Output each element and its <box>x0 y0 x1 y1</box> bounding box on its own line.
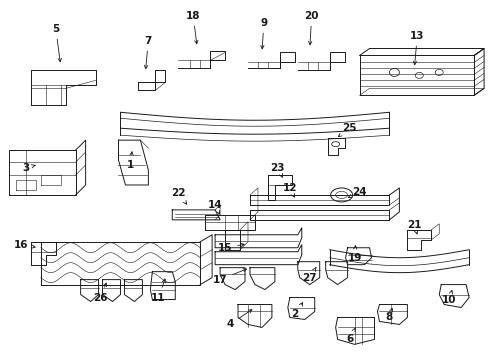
Text: 10: 10 <box>441 291 455 305</box>
Text: 13: 13 <box>409 31 424 65</box>
Text: 25: 25 <box>338 123 356 136</box>
Text: 9: 9 <box>260 18 267 49</box>
Text: 23: 23 <box>270 163 285 177</box>
Text: 3: 3 <box>22 163 35 173</box>
Text: 11: 11 <box>151 279 165 302</box>
Text: 6: 6 <box>346 328 354 345</box>
Text: 12: 12 <box>282 183 297 197</box>
Text: 5: 5 <box>52 24 61 62</box>
Text: 21: 21 <box>406 220 421 234</box>
Text: 15: 15 <box>217 243 244 253</box>
Text: 16: 16 <box>14 240 35 250</box>
Text: 1: 1 <box>126 152 134 170</box>
Text: 4: 4 <box>226 310 251 329</box>
Text: 27: 27 <box>302 267 316 283</box>
Text: 7: 7 <box>144 36 152 69</box>
Text: 17: 17 <box>212 269 246 285</box>
Text: 19: 19 <box>346 246 361 263</box>
Text: 24: 24 <box>348 187 366 198</box>
Text: 26: 26 <box>93 283 107 302</box>
Text: 18: 18 <box>185 11 200 44</box>
Text: 14: 14 <box>207 200 222 214</box>
Text: 20: 20 <box>304 11 318 45</box>
Text: 2: 2 <box>290 303 302 319</box>
Text: 22: 22 <box>171 188 186 204</box>
Text: 8: 8 <box>385 309 392 323</box>
